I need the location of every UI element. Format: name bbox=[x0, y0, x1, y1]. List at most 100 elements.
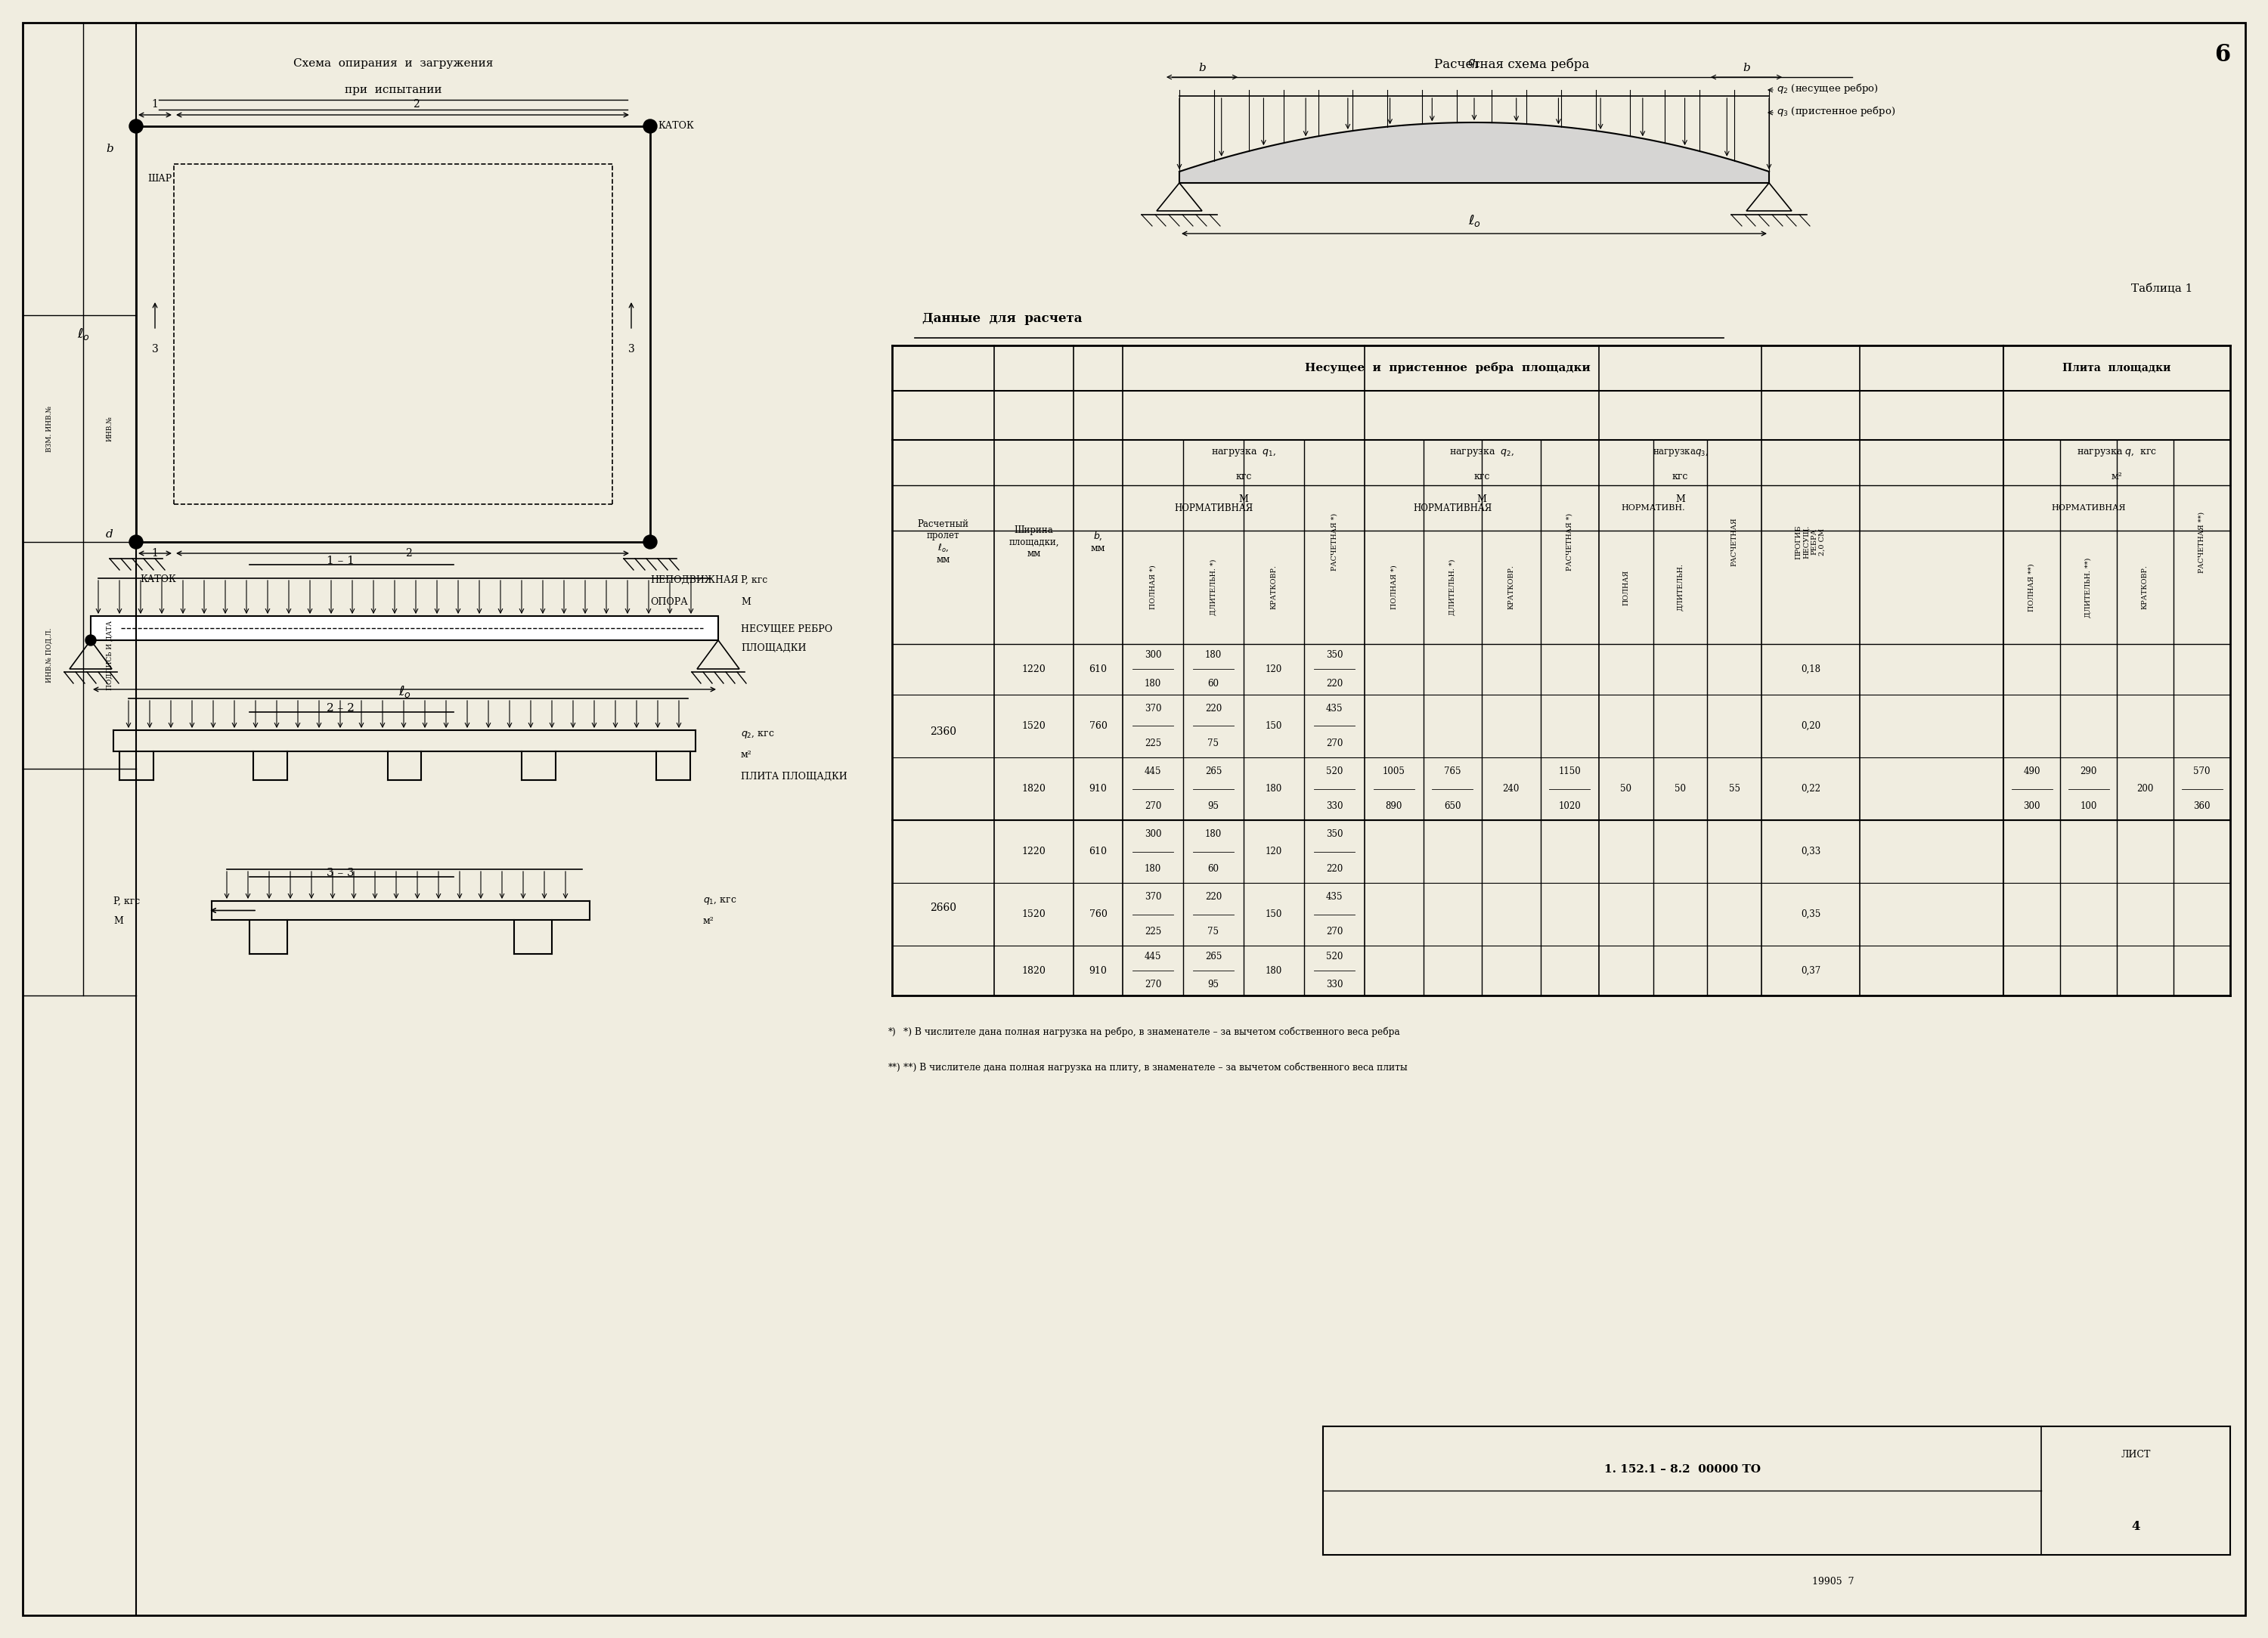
Text: НОРМАТИВНАЯ: НОРМАТИВНАЯ bbox=[1413, 503, 1492, 513]
Text: кгс: кгс bbox=[1474, 472, 1490, 482]
Circle shape bbox=[644, 536, 658, 549]
Text: b: b bbox=[1198, 62, 1207, 74]
Text: 4: 4 bbox=[2132, 1520, 2141, 1533]
Text: 240: 240 bbox=[1504, 785, 1520, 794]
Text: 760: 760 bbox=[1089, 909, 1107, 919]
Text: 55: 55 bbox=[1728, 785, 1740, 794]
Text: м²: м² bbox=[2112, 472, 2123, 482]
Text: ВЗМ. ИНВ.№: ВЗМ. ИНВ.№ bbox=[45, 406, 52, 452]
Text: нагрузка $q$,  кгс: нагрузка $q$, кгс bbox=[2077, 447, 2157, 459]
Text: 1220: 1220 bbox=[1023, 847, 1046, 857]
Text: $q_3$ (пристенное ребро): $q_3$ (пристенное ребро) bbox=[1776, 105, 1896, 118]
Text: 180: 180 bbox=[1266, 785, 1281, 794]
Text: 910: 910 bbox=[1089, 785, 1107, 794]
Text: 445: 445 bbox=[1145, 952, 1161, 962]
Text: 100: 100 bbox=[2080, 801, 2098, 811]
Text: ПЛОЩАДКИ: ПЛОЩАДКИ bbox=[742, 642, 807, 652]
Circle shape bbox=[129, 120, 143, 133]
Text: 890: 890 bbox=[1386, 801, 1402, 811]
Text: ПОЛНАЯ **): ПОЛНАЯ **) bbox=[2028, 563, 2034, 611]
Text: НЕПОДВИЖНАЯ: НЕПОДВИЖНАЯ bbox=[651, 575, 739, 585]
Text: 1020: 1020 bbox=[1558, 801, 1581, 811]
Text: 290: 290 bbox=[2080, 767, 2098, 776]
Text: 120: 120 bbox=[1266, 665, 1281, 675]
Text: ИНВ.№ ПОД.Л.: ИНВ.№ ПОД.Л. bbox=[45, 627, 52, 683]
Text: Таблица 1: Таблица 1 bbox=[2132, 283, 2193, 295]
Circle shape bbox=[644, 120, 658, 133]
Text: ДЛИТЕЛЬН.: ДЛИТЕЛЬН. bbox=[1676, 563, 1683, 611]
Text: 225: 225 bbox=[1145, 927, 1161, 937]
Text: 6: 6 bbox=[2214, 43, 2229, 67]
Text: Расчетная схема ребра: Расчетная схема ребра bbox=[1433, 59, 1590, 72]
Text: КАТОК: КАТОК bbox=[658, 121, 694, 131]
Text: 300: 300 bbox=[2023, 801, 2041, 811]
Text: 610: 610 bbox=[1089, 847, 1107, 857]
Text: P, кгс: P, кгс bbox=[113, 896, 141, 906]
Text: 95: 95 bbox=[1207, 980, 1220, 989]
Text: РАСЧЕТНАЯ: РАСЧЕТНАЯ bbox=[1730, 518, 1737, 567]
Text: **): **) bbox=[889, 1063, 900, 1073]
Text: 180: 180 bbox=[1204, 829, 1222, 839]
Text: 200: 200 bbox=[2136, 785, 2155, 794]
Text: 1: 1 bbox=[152, 98, 159, 110]
Text: 2 – 2: 2 – 2 bbox=[327, 703, 354, 714]
Text: 180: 180 bbox=[1145, 863, 1161, 873]
Text: 150: 150 bbox=[1266, 909, 1281, 919]
Text: 270: 270 bbox=[1145, 801, 1161, 811]
Text: b: b bbox=[1742, 62, 1751, 74]
Text: 1. 152.1 – 8.2  00000 ТО: 1. 152.1 – 8.2 00000 ТО bbox=[1603, 1464, 1760, 1474]
Text: b: b bbox=[107, 144, 113, 154]
Polygon shape bbox=[91, 616, 719, 640]
Text: 180: 180 bbox=[1145, 678, 1161, 688]
Text: 270: 270 bbox=[1327, 739, 1343, 749]
Text: 50: 50 bbox=[1619, 785, 1631, 794]
Text: КРАТКОВР.: КРАТКОВР. bbox=[1508, 565, 1515, 609]
Text: 19905  7: 19905 7 bbox=[1812, 1576, 1855, 1586]
Text: ДЛИТЕЛЬН. **): ДЛИТЕЛЬН. **) bbox=[2084, 557, 2091, 618]
Text: *): *) bbox=[889, 1027, 896, 1037]
Text: НОРМАТИВНАЯ: НОРМАТИВНАЯ bbox=[2050, 505, 2125, 511]
Text: ОПОРА: ОПОРА bbox=[651, 598, 687, 608]
Text: 610: 610 bbox=[1089, 665, 1107, 675]
Text: 95: 95 bbox=[1207, 801, 1220, 811]
Text: 220: 220 bbox=[1327, 863, 1343, 873]
Text: 350: 350 bbox=[1327, 829, 1343, 839]
Text: Данные  для  расчета: Данные для расчета bbox=[923, 313, 1082, 326]
Text: нагрузка  $q_2$,: нагрузка $q_2$, bbox=[1449, 447, 1515, 459]
Text: 150: 150 bbox=[1266, 721, 1281, 731]
Circle shape bbox=[129, 536, 143, 549]
Text: 0,20: 0,20 bbox=[1801, 721, 1821, 731]
Text: $\ell_o$: $\ell_o$ bbox=[399, 685, 411, 699]
Text: $q_1$: $q_1$ bbox=[1467, 57, 1481, 69]
Text: Ширина
площадки,
мм: Ширина площадки, мм bbox=[1009, 526, 1059, 559]
Text: 300: 300 bbox=[1145, 650, 1161, 660]
Text: 2: 2 bbox=[406, 549, 411, 559]
Text: 370: 370 bbox=[1145, 704, 1161, 714]
Text: ПОЛНАЯ *): ПОЛНАЯ *) bbox=[1390, 565, 1397, 609]
Text: 0,37: 0,37 bbox=[1801, 966, 1821, 976]
Text: 220: 220 bbox=[1327, 678, 1343, 688]
Text: 60: 60 bbox=[1207, 863, 1220, 873]
Text: РАСЧЕТНАЯ **): РАСЧЕТНАЯ **) bbox=[2198, 511, 2204, 573]
Text: 330: 330 bbox=[1327, 980, 1343, 989]
Text: РАСЧЕТНАЯ *): РАСЧЕТНАЯ *) bbox=[1567, 513, 1574, 570]
Text: 60: 60 bbox=[1207, 678, 1220, 688]
Text: 765: 765 bbox=[1445, 767, 1461, 776]
Text: 300: 300 bbox=[1145, 829, 1161, 839]
Text: 2360: 2360 bbox=[930, 727, 957, 737]
Text: НОРМАТИВН.: НОРМАТИВН. bbox=[1622, 505, 1685, 511]
Text: ПОДПИСЬ И ДАТА: ПОДПИСЬ И ДАТА bbox=[107, 621, 113, 690]
Text: М: М bbox=[1676, 495, 1685, 505]
Text: 435: 435 bbox=[1327, 704, 1343, 714]
Text: Расчетный
пролет
$\ell_o$,
мм: Расчетный пролет $\ell_o$, мм bbox=[919, 519, 968, 565]
Text: 2660: 2660 bbox=[930, 903, 957, 912]
Text: нагрузка  $q_1$,: нагрузка $q_1$, bbox=[1211, 447, 1277, 459]
Text: 0,35: 0,35 bbox=[1801, 909, 1821, 919]
Text: 3: 3 bbox=[628, 344, 635, 354]
Text: РАСЧЕТНАЯ *): РАСЧЕТНАЯ *) bbox=[1331, 513, 1338, 570]
Text: М: М bbox=[742, 598, 751, 608]
Text: ПРОГИБ
НЕСУЩ.
РЕБРА
2,0 СМ: ПРОГИБ НЕСУЩ. РЕБРА 2,0 СМ bbox=[1796, 524, 1826, 559]
Text: 2: 2 bbox=[413, 98, 420, 110]
Text: 520: 520 bbox=[1327, 952, 1343, 962]
Text: 50: 50 bbox=[1674, 785, 1685, 794]
